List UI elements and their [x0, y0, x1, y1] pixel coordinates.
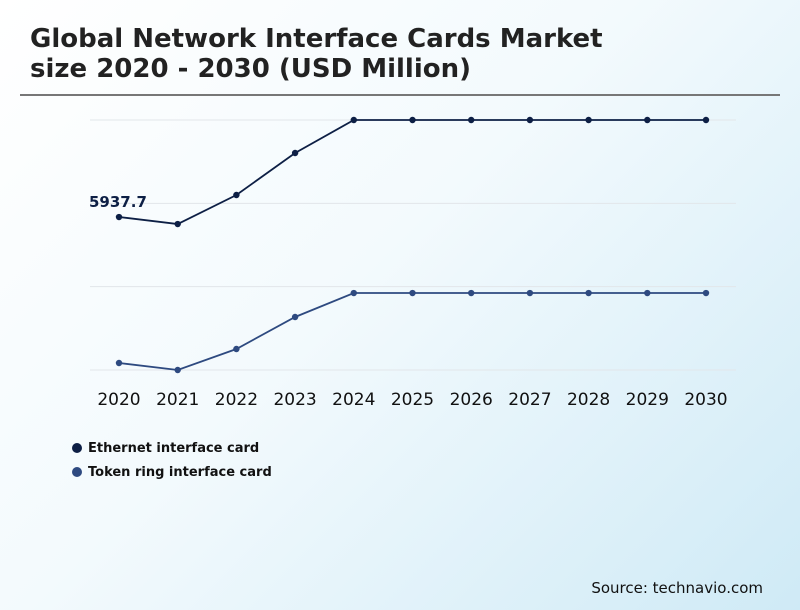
data-point — [702, 289, 710, 297]
data-point — [468, 289, 475, 297]
x-tick-label: 2021 — [156, 390, 199, 410]
series-line-1 — [118, 292, 706, 371]
x-tick-label: 2028 — [567, 390, 610, 410]
x-tick-label: 2029 — [626, 390, 669, 410]
x-tick-label: 2024 — [332, 390, 375, 410]
data-point — [350, 289, 357, 297]
x-tick-label: 2025 — [391, 390, 434, 410]
data-point — [174, 220, 181, 228]
data-label: 5937.7 — [89, 193, 147, 211]
legend-item-ethernet: Ethernet interface card — [72, 436, 272, 460]
line-chart: 2020 2021 2022 2023 2024 2025 2026 2027 2028 2029… — [89, 116, 736, 410]
legend: Ethernet interface card Token ring inter… — [72, 436, 272, 484]
data-point — [526, 289, 534, 297]
data-point — [644, 116, 651, 124]
data-point — [409, 289, 416, 297]
legend-marker-ethernet — [72, 443, 82, 453]
chart-title-line-2: size 2020 - 2030 (USD Million) — [30, 54, 472, 84]
data-point — [526, 116, 534, 124]
data-point — [233, 191, 240, 199]
data-point — [702, 116, 710, 124]
legend-item-token-ring: Token ring interface card — [72, 460, 272, 484]
data-point — [291, 149, 299, 157]
data-point — [115, 359, 123, 367]
chart-title-line-1: Global Network Interface Cards Market — [30, 24, 603, 54]
x-tick-label: 2026 — [450, 390, 493, 410]
chart-title: Global Network Interface Cards Market si… — [30, 24, 603, 84]
series-line-0 — [118, 119, 706, 225]
data-point — [174, 366, 181, 374]
data-point — [350, 116, 357, 124]
data-point — [115, 213, 123, 221]
data-point — [409, 116, 416, 124]
data-point — [468, 116, 475, 124]
data-point — [644, 289, 651, 297]
source-credit: Source: technavio.com — [591, 579, 763, 597]
x-tick-label: 2027 — [508, 390, 551, 410]
data-point — [291, 313, 299, 321]
x-tick-label: 2023 — [273, 390, 316, 410]
data-point — [233, 345, 240, 353]
legend-label: Token ring interface card — [88, 464, 272, 480]
data-point — [585, 289, 592, 297]
x-tick-label: 2022 — [215, 390, 258, 410]
data-point — [585, 116, 592, 124]
title-divider — [20, 94, 780, 96]
x-tick-label: 2030 — [684, 390, 727, 410]
legend-marker-token-ring — [72, 467, 82, 477]
x-tick-label: 2020 — [97, 390, 140, 410]
legend-label: Ethernet interface card — [88, 440, 260, 456]
